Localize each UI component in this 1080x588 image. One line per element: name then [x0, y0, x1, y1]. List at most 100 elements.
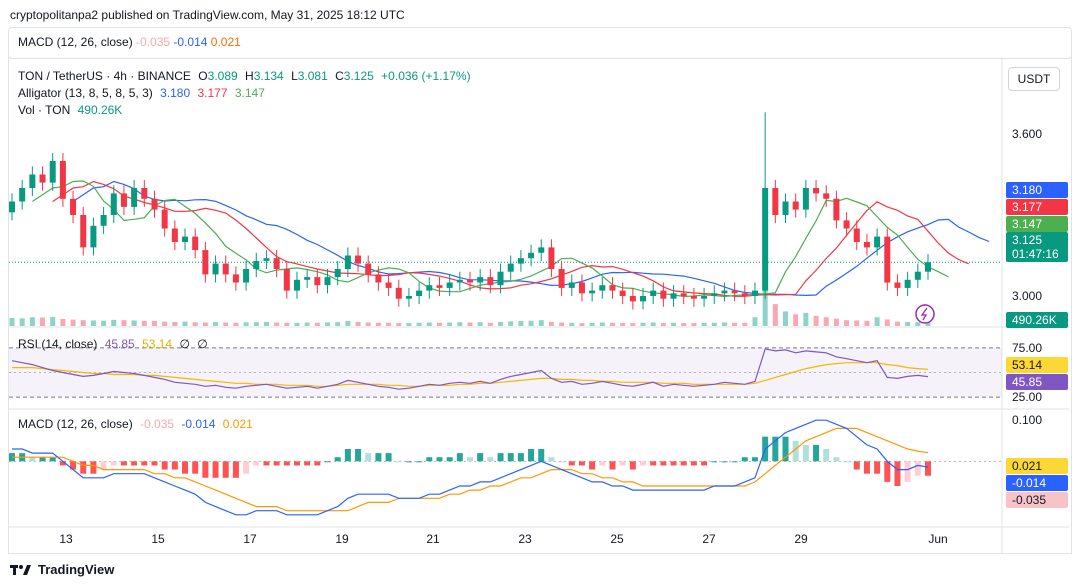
lips-price-badge: 3.147 [1006, 216, 1068, 232]
event-icon [915, 304, 935, 324]
macd-histogram-bar [39, 457, 46, 462]
volume-bar [691, 323, 697, 326]
x-tick-label: 29 [794, 532, 808, 546]
macd-histogram-bar [80, 461, 87, 474]
candle-body [690, 296, 697, 299]
candle-body [578, 282, 585, 294]
candle-body [548, 247, 555, 269]
volume-bar [752, 317, 758, 326]
macd-histogram-bar [751, 457, 758, 462]
candle-body [670, 293, 677, 299]
symbol-legend[interactable]: TON / TetherUS · 4h · BINANCE O3.089 H3.… [18, 69, 475, 83]
volume-bar [131, 320, 137, 326]
macd-histogram-bar [324, 461, 331, 463]
candle-body [467, 279, 473, 283]
macd-histogram-bar [701, 461, 708, 466]
volume-bar [202, 322, 208, 326]
macd-histogram-bar [578, 461, 585, 466]
high-label: H [245, 69, 254, 83]
rsi-ma-line [12, 362, 929, 387]
macd-histogram-bar [619, 461, 626, 466]
volume-bar [721, 322, 727, 326]
volume-legend[interactable]: Vol · TON 490.26K [18, 103, 126, 117]
macd-legend[interactable]: MACD (12, 26, close) -0.035 -0.014 0.021 [18, 417, 257, 431]
volume-bar [508, 321, 514, 326]
bar-countdown: 01:47:16 [1012, 247, 1059, 261]
volume-bar [874, 317, 880, 326]
volume-bar [813, 315, 819, 326]
macd-histogram-bar [507, 453, 514, 462]
alligator-jaw-value: 3.180 [160, 86, 191, 100]
macd-histogram-bar [263, 461, 270, 466]
candle-body [375, 274, 382, 283]
top-macd-legend[interactable]: MACD (12, 26, close) -0.035 -0.014 0.021 [18, 35, 241, 49]
volume-bar [29, 317, 35, 326]
macd-histogram-bar [568, 461, 575, 466]
macd-histogram-bar [792, 440, 799, 462]
macd-histogram-bar [690, 461, 697, 466]
rsi-legend[interactable]: RSI (14, close) 45.85 53.14 ∅ ∅ [18, 337, 212, 351]
change-value: +0.036 (+1.17%) [381, 69, 471, 83]
candle-body [843, 220, 850, 229]
volume-bar [314, 322, 320, 326]
alligator-lips-value: 3.147 [234, 86, 265, 100]
alligator-legend[interactable]: Alligator (13, 8, 5, 8, 5, 3) 3.180 3.17… [18, 86, 269, 100]
macd-histogram-bar [711, 461, 718, 463]
x-tick-label: 21 [426, 532, 440, 546]
volume-bar [304, 322, 310, 326]
candle-body [263, 258, 270, 261]
candle-body [405, 296, 412, 299]
rsi-value: 45.85 [104, 337, 135, 351]
candle-body [90, 225, 97, 248]
candle-body [741, 293, 748, 296]
rsi-name: RSI (14, close) [18, 337, 98, 351]
macd-histogram-bar [426, 457, 433, 462]
macd-histogram-bar [629, 461, 636, 470]
candle-body [9, 201, 15, 213]
volume-bar [141, 320, 147, 326]
candle-body [293, 279, 300, 291]
macd-histogram-bar [558, 461, 565, 463]
volume-bar [762, 288, 768, 326]
macd-histogram-bar [120, 461, 127, 466]
macd-histogram-bar [863, 461, 870, 474]
candle-body [487, 277, 494, 286]
candle-body [100, 215, 107, 226]
volume-bar [60, 318, 66, 326]
macd-histogram-bar [843, 461, 850, 463]
candle-body [416, 290, 423, 296]
volume-bar [538, 320, 544, 326]
volume-bar [793, 314, 799, 326]
volume-bar [559, 322, 565, 326]
rsi-badge: 45.85 [1006, 374, 1068, 390]
volume-bar [803, 312, 809, 326]
candle-body [70, 198, 77, 215]
price-tick-label: 3.600 [1012, 127, 1042, 141]
volume-bar [436, 322, 442, 326]
macd-histogram-bar [131, 461, 138, 466]
candle-body [751, 290, 758, 296]
candle-body [477, 277, 484, 283]
volume-bar [498, 321, 504, 326]
macd-histogram-bar [253, 461, 260, 466]
candle-body [426, 285, 433, 291]
macd-histogram-bar [212, 461, 219, 478]
rsi-ma-value: 53.14 [142, 337, 173, 351]
publish-info: cryptopolitanpa2 published on TradingVie… [10, 8, 405, 22]
currency-button[interactable]: USDT [1008, 67, 1060, 91]
volume-bar [274, 322, 280, 326]
macd-histogram-bar [182, 461, 189, 474]
price-tick-label: 3.000 [1012, 289, 1042, 303]
candle-body [894, 282, 901, 288]
candle-body [874, 236, 881, 248]
candle-body [385, 282, 392, 288]
candle-body [324, 277, 331, 286]
macd-signal-value: 0.021 [222, 417, 253, 431]
macd-histogram-bar [640, 461, 647, 466]
volume-bar [701, 322, 707, 326]
macd-histogram-bar [304, 461, 311, 466]
macd-histogram-bar [731, 461, 738, 463]
volume-bar [426, 322, 432, 326]
tradingview-logo[interactable]: TradingView [10, 562, 114, 577]
